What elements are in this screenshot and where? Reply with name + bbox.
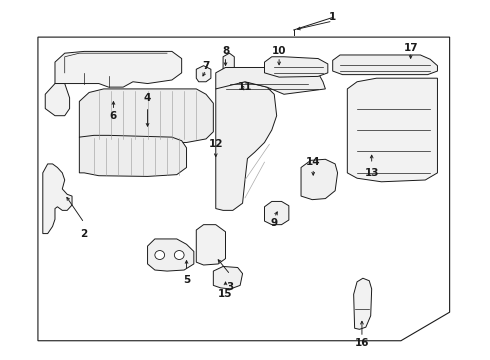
Polygon shape: [228, 73, 262, 88]
Polygon shape: [216, 82, 277, 210]
Polygon shape: [301, 159, 338, 200]
Polygon shape: [79, 89, 213, 143]
Polygon shape: [223, 53, 234, 77]
Text: 4: 4: [144, 93, 151, 103]
Polygon shape: [265, 57, 328, 77]
Polygon shape: [347, 78, 438, 182]
Text: 12: 12: [209, 139, 223, 149]
Polygon shape: [45, 84, 70, 116]
Polygon shape: [196, 225, 225, 265]
Text: 10: 10: [272, 46, 286, 57]
Polygon shape: [216, 67, 325, 94]
Text: 1: 1: [329, 13, 336, 22]
Text: 6: 6: [110, 111, 117, 121]
Text: 13: 13: [365, 168, 379, 178]
Polygon shape: [265, 202, 289, 225]
Polygon shape: [354, 278, 372, 329]
Text: 11: 11: [238, 82, 252, 92]
Text: 2: 2: [80, 229, 88, 239]
Polygon shape: [196, 66, 211, 82]
Ellipse shape: [155, 251, 165, 260]
Polygon shape: [55, 51, 182, 87]
Text: 3: 3: [227, 282, 234, 292]
Text: 17: 17: [403, 43, 418, 53]
Text: 16: 16: [355, 338, 369, 347]
Text: 7: 7: [202, 61, 210, 71]
Text: 5: 5: [183, 275, 190, 285]
Polygon shape: [213, 266, 243, 289]
Text: 9: 9: [270, 218, 278, 228]
Text: 14: 14: [306, 157, 320, 167]
Polygon shape: [333, 55, 438, 75]
Polygon shape: [79, 135, 187, 176]
Polygon shape: [147, 239, 194, 271]
Text: 15: 15: [218, 289, 233, 299]
Polygon shape: [43, 164, 72, 234]
Ellipse shape: [174, 251, 184, 260]
Text: 8: 8: [222, 46, 229, 57]
